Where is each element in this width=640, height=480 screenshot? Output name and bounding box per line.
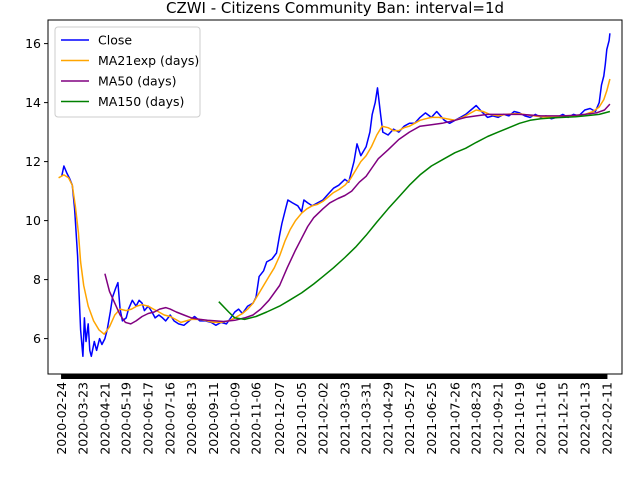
x-tick-label: 2020-02-24 <box>54 382 69 455</box>
legend-label: MA21exp (days) <box>98 53 199 68</box>
y-tick-label: 8 <box>33 272 41 287</box>
x-tick-label: 2021-09-21 <box>491 382 506 455</box>
x-tick-label: 2021-02-02 <box>315 382 330 455</box>
x-tick-label: 2021-06-25 <box>424 382 439 455</box>
x-tick-label: 2021-04-29 <box>381 382 396 455</box>
x-tick-label: 2022-01-13 <box>577 382 592 455</box>
x-tick-label: 2021-01-05 <box>294 382 309 455</box>
chart-title: CZWI - Citizens Community Ban: interval=… <box>166 0 504 17</box>
x-tick-label: 2021-11-16 <box>533 382 548 455</box>
legend-label: MA50 (days) <box>98 74 176 89</box>
x-tick-label: 2020-03-23 <box>75 382 90 455</box>
y-tick-label: 12 <box>25 154 41 169</box>
x-tick-label: 2020-10-09 <box>227 382 242 455</box>
y-tick-label: 16 <box>25 36 41 51</box>
x-tick-label: 2022-02-11 <box>599 382 614 455</box>
legend-box <box>54 26 201 118</box>
series-line-3 <box>104 103 611 325</box>
x-axis: 2020-02-24 2020-03-23 2020-04-21 2020-05-19… <box>54 374 614 455</box>
x-tick-label: 2020-05-19 <box>119 382 134 455</box>
series-line-4 <box>218 110 611 321</box>
x-tick-label: 2020-09-11 <box>206 382 221 455</box>
y-tick-label: 10 <box>25 213 41 228</box>
x-tick-label: 2021-07-26 <box>447 382 462 455</box>
x-tick-label: 2020-08-13 <box>184 382 199 455</box>
legend-label: MA150 (days) <box>98 94 184 109</box>
legend-label: Close <box>98 33 132 48</box>
x-tick-label: 2020-07-16 <box>163 382 178 455</box>
x-tick-label: 2020-12-07 <box>272 382 287 455</box>
x-minor-ticks <box>61 374 608 379</box>
x-tick-label: 2021-03-03 <box>337 382 352 455</box>
x-tick-label: 2021-03-31 <box>359 382 374 455</box>
series-line-2 <box>58 78 611 335</box>
y-axis: 6 8 10 12 14 16 <box>25 36 48 346</box>
x-tick-label: 2021-12-15 <box>555 382 570 455</box>
x-tick-label: 2021-10-19 <box>512 382 527 455</box>
x-tick-label: 2021-05-27 <box>402 382 417 455</box>
plot-frame <box>47 19 623 375</box>
x-tick-label: 2020-06-17 <box>141 382 156 455</box>
x-tick-label: 2021-08-23 <box>469 382 484 455</box>
x-tick-label: 2020-11-06 <box>249 382 264 455</box>
legend: Close MA21exp (days) MA50 (days) MA150 (day… <box>54 26 201 118</box>
y-tick-label: 6 <box>33 331 41 346</box>
series-layer <box>58 33 611 358</box>
y-tick-label: 14 <box>25 95 41 110</box>
x-tick-label: 2020-04-21 <box>97 382 112 455</box>
